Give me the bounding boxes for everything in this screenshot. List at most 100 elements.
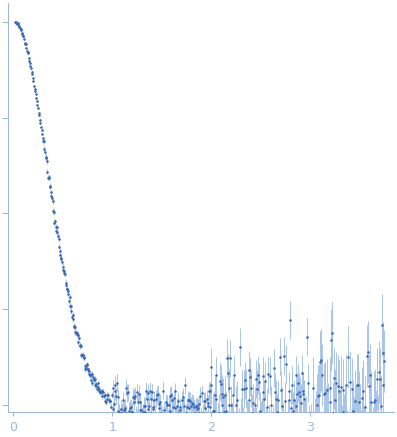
Point (33, 90, 39, 97)
Point (301, 396, 307, 403)
Point (293, 371, 299, 378)
Point (324, 386, 330, 393)
Point (347, 378, 354, 385)
Point (91, 376, 97, 383)
Point (364, 353, 370, 360)
Point (317, 358, 323, 365)
Point (208, 382, 214, 389)
Point (91, 377, 97, 384)
Point (198, 426, 205, 433)
Point (272, 395, 279, 402)
Point (39, 130, 45, 137)
Point (90, 373, 96, 380)
Point (274, 409, 280, 416)
Point (368, 398, 374, 405)
Point (172, 404, 178, 411)
Point (13, 20, 19, 27)
Point (87, 371, 94, 378)
Point (372, 417, 379, 424)
Point (45, 173, 52, 180)
Point (217, 378, 223, 385)
Point (28, 65, 34, 72)
Point (251, 422, 257, 429)
Point (183, 410, 189, 417)
Point (193, 406, 200, 413)
Point (151, 396, 157, 403)
Point (267, 372, 274, 379)
Point (185, 396, 191, 403)
Point (206, 387, 213, 394)
Point (207, 404, 214, 411)
Point (128, 404, 134, 411)
Point (144, 395, 150, 402)
Point (221, 409, 227, 416)
Point (37, 120, 44, 127)
Point (141, 408, 148, 415)
Point (77, 342, 84, 349)
Point (231, 428, 238, 435)
Point (242, 377, 248, 384)
Point (92, 375, 98, 382)
Point (123, 384, 129, 391)
Point (75, 332, 81, 339)
Point (81, 354, 87, 361)
Point (41, 146, 48, 153)
Point (56, 247, 63, 254)
Point (286, 397, 293, 404)
Point (150, 405, 157, 412)
Point (48, 189, 54, 196)
Point (166, 401, 172, 408)
Point (354, 382, 360, 388)
Point (20, 33, 27, 40)
Point (360, 387, 366, 394)
Point (20, 32, 26, 39)
Point (278, 387, 284, 394)
Point (124, 389, 130, 396)
Point (149, 389, 155, 396)
Point (106, 398, 113, 405)
Point (15, 23, 22, 30)
Point (168, 391, 174, 398)
Point (64, 285, 70, 292)
Point (200, 409, 206, 416)
Point (177, 406, 184, 413)
Point (19, 30, 25, 37)
Point (61, 269, 67, 276)
Point (138, 406, 144, 413)
Point (281, 352, 287, 359)
Point (185, 405, 192, 412)
Point (56, 243, 62, 250)
Point (223, 407, 229, 414)
Point (72, 323, 78, 330)
Point (98, 388, 104, 395)
Point (37, 117, 43, 124)
Point (228, 402, 234, 409)
Point (93, 381, 100, 388)
Point (335, 382, 341, 389)
Point (141, 402, 147, 409)
Point (227, 355, 233, 362)
Point (21, 35, 27, 42)
Point (312, 426, 318, 433)
Point (315, 393, 322, 400)
Point (237, 413, 244, 420)
Point (318, 357, 324, 364)
Point (147, 409, 154, 416)
Point (375, 423, 382, 430)
Point (118, 410, 125, 417)
Point (133, 411, 139, 418)
Point (73, 330, 80, 337)
Point (240, 423, 247, 430)
Point (312, 418, 319, 425)
Point (113, 393, 119, 400)
Point (76, 334, 82, 341)
Point (60, 266, 66, 273)
Point (65, 288, 71, 295)
Point (30, 75, 36, 82)
Point (60, 264, 66, 271)
Point (225, 401, 232, 408)
Point (264, 404, 270, 411)
Point (82, 362, 88, 369)
Point (318, 371, 325, 378)
Point (112, 388, 118, 395)
